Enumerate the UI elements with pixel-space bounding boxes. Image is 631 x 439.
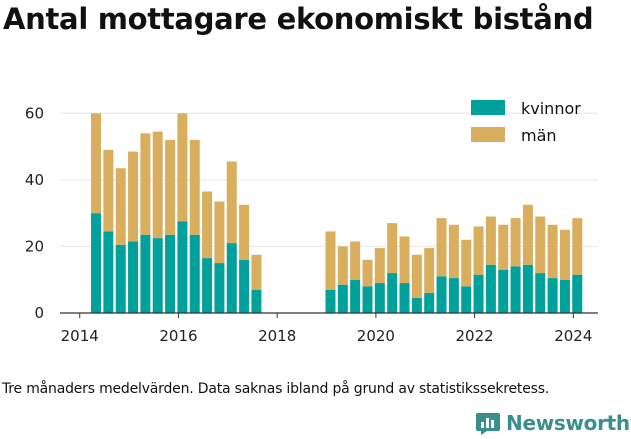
bar-kvinnor xyxy=(547,278,558,313)
bar-kvinnor xyxy=(103,231,114,313)
bar-kvinnor xyxy=(115,244,126,313)
bar-man xyxy=(473,226,484,275)
y-tick-labels: 0 20 40 60 xyxy=(25,104,44,322)
chart-title: Antal mottagare ekonomiskt bistånd xyxy=(3,2,594,36)
bar-man xyxy=(350,241,361,280)
y-tick-label: 0 xyxy=(34,304,44,322)
bar-man xyxy=(202,191,213,259)
bar-man xyxy=(239,204,250,260)
bar-man xyxy=(424,248,435,294)
bar-man xyxy=(522,204,533,265)
bar-kvinnor xyxy=(424,293,435,313)
bar-kvinnor xyxy=(239,259,250,313)
bar-man xyxy=(448,224,459,279)
bar-man xyxy=(374,248,385,284)
bar-man xyxy=(485,216,496,265)
bar-kvinnor xyxy=(498,269,509,313)
bar-man xyxy=(461,239,472,287)
x-tick-label: 2014 xyxy=(61,327,99,345)
legend-swatch-man xyxy=(471,127,505,142)
bar-kvinnor xyxy=(140,234,151,313)
x-tick-label: 2018 xyxy=(258,327,296,345)
bar-man xyxy=(103,149,114,232)
x-tick-label: 2016 xyxy=(159,327,197,345)
bar-man xyxy=(559,229,570,280)
bar-kvinnor xyxy=(325,289,336,313)
bar-kvinnor xyxy=(91,213,102,313)
newsworthy-logo: Newsworthy xyxy=(475,407,631,439)
bar-kvinnor xyxy=(152,238,163,313)
bar-kvinnor xyxy=(128,241,139,313)
bar-man xyxy=(128,151,139,242)
logo-text: Newsworthy xyxy=(506,411,631,435)
bar-kvinnor xyxy=(522,264,533,313)
bar-man xyxy=(535,216,546,274)
bars xyxy=(91,113,583,313)
bar-kvinnor xyxy=(559,279,570,313)
bar-kvinnor xyxy=(214,263,225,313)
bar-man xyxy=(498,224,509,270)
y-tick-label: 20 xyxy=(25,237,44,255)
bar-kvinnor xyxy=(535,273,546,313)
bar-man xyxy=(325,231,336,290)
y-tick-label: 40 xyxy=(25,171,44,189)
bar-man xyxy=(214,201,225,264)
bar-man xyxy=(152,131,163,239)
bar-kvinnor xyxy=(510,266,521,313)
bar-man xyxy=(387,223,398,274)
bar-man xyxy=(189,139,200,235)
bar-kvinnor xyxy=(436,276,447,313)
bar-kvinnor xyxy=(399,283,410,313)
bar-kvinnor xyxy=(387,273,398,313)
bar-kvinnor xyxy=(448,278,459,313)
bar-kvinnor xyxy=(337,284,348,313)
x-tick-label: 2020 xyxy=(357,327,395,345)
legend: kvinnor män xyxy=(471,99,581,145)
bar-kvinnor xyxy=(251,289,262,313)
bar-man xyxy=(337,246,348,285)
bar-kvinnor xyxy=(189,234,200,313)
x-tick-label: 2024 xyxy=(554,327,592,345)
bar-kvinnor xyxy=(374,283,385,313)
bar-kvinnor xyxy=(485,264,496,313)
bar-kvinnor xyxy=(473,274,484,313)
bar-kvinnor xyxy=(177,221,188,313)
legend-swatch-kvinnor xyxy=(471,100,505,115)
legend-label-kvinnor: kvinnor xyxy=(521,99,581,118)
bar-kvinnor xyxy=(202,258,213,313)
bar-man xyxy=(140,133,151,235)
bar-kvinnor xyxy=(362,286,373,313)
bar-man xyxy=(411,254,422,299)
bar-kvinnor xyxy=(350,279,361,313)
bar-kvinnor xyxy=(226,243,237,313)
bar-man xyxy=(165,139,176,235)
x-tick-labels: 2014 2016 2018 2020 2022 2024 xyxy=(61,313,592,345)
legend-label-man: män xyxy=(521,126,557,145)
bar-chart: 0 20 40 60 2014 2016 2018 2020 2022 2024 kvinnor… xyxy=(25,99,598,345)
bar-kvinnor xyxy=(165,234,176,313)
bar-kvinnor xyxy=(461,286,472,313)
bar-man xyxy=(399,236,410,284)
bar-man xyxy=(177,113,188,222)
bar-man xyxy=(362,259,373,287)
bar-man xyxy=(91,113,102,214)
newsworthy-chart-icon xyxy=(476,413,500,435)
bar-man xyxy=(251,254,262,290)
bar-man xyxy=(115,168,126,245)
y-tick-label: 60 xyxy=(25,104,44,122)
footnote: Tre månaders medelvärden. Data saknas ib… xyxy=(2,381,550,397)
bar-man xyxy=(436,218,447,277)
bar-man xyxy=(226,161,237,244)
bar-kvinnor xyxy=(572,274,583,313)
bar-man xyxy=(510,218,521,267)
bar-man xyxy=(547,224,558,279)
x-tick-label: 2022 xyxy=(456,327,494,345)
bar-kvinnor xyxy=(411,298,422,313)
bar-man xyxy=(572,218,583,275)
